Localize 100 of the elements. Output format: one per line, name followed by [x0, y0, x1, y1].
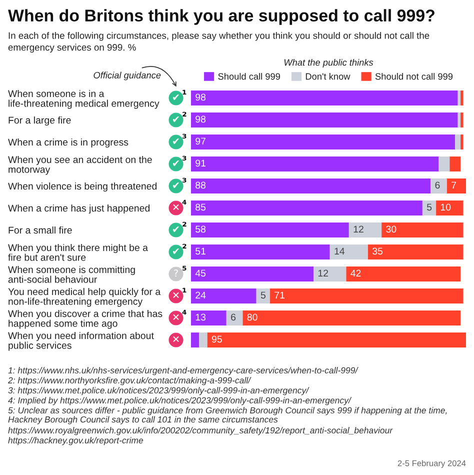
data-label: 13 — [196, 314, 206, 321]
bar — [382, 222, 464, 238]
text: https://www.royalgreenwich.gov.uk/info/200202/community_safety/192/report_anti-social_behaviour — [8, 427, 393, 436]
text: ✕ — [173, 336, 179, 342]
bar — [191, 332, 200, 348]
bar — [446, 178, 466, 194]
bar — [226, 310, 243, 326]
data-label: 58 — [196, 226, 206, 233]
data-label: 7 — [452, 182, 456, 189]
bar — [191, 310, 226, 326]
bar — [199, 332, 208, 348]
data-label: 95 — [212, 336, 222, 343]
data-label: 71 — [274, 292, 284, 299]
data-label: 24 — [196, 292, 206, 299]
y-tick-label: When a crime has just happened — [8, 204, 150, 214]
text: 3: https://www.met.police.uk/notices/2023/999/only-call-999-in-an-emergency/ — [8, 387, 310, 396]
data-label: 51 — [196, 248, 206, 255]
bar — [270, 288, 464, 304]
bar — [460, 90, 464, 106]
bar — [207, 332, 466, 348]
data-label: 6 — [435, 182, 440, 189]
bar — [314, 266, 346, 282]
data-label: 14 — [334, 248, 345, 255]
bar — [460, 112, 464, 128]
data-label: 35 — [372, 248, 383, 255]
text: ✔² — [173, 112, 186, 122]
text: ✔² — [173, 244, 186, 254]
data-label: 5 — [260, 292, 266, 299]
data-label: 42 — [350, 270, 361, 277]
text: 4: Implied by https://www.met.police.uk/notices/2023/999/only-call-999-in-an-emergency/ — [8, 397, 352, 406]
text: https://hackney.gov.uk/report-crime — [8, 437, 144, 446]
y-tick-label: For a large fire — [8, 116, 71, 126]
bar — [191, 134, 456, 150]
y-tick-label: For a small fire — [8, 226, 72, 234]
bar — [460, 134, 464, 150]
y-tick-label: When someone is in a life-threatening medical emergency — [8, 90, 160, 109]
data-label: 91 — [196, 160, 206, 167]
bar — [191, 178, 431, 194]
y-tick-label: When a crime is in progress — [8, 138, 128, 148]
text: 2: https://www.northyorksfire.gov.uk/contact/making-a-999-call/ — [8, 377, 252, 386]
bar — [346, 266, 461, 282]
data-label: 12 — [318, 270, 328, 277]
bar — [330, 244, 368, 260]
chart-title: When do Britons think you are supposed to call 999? — [8, 9, 434, 25]
text: ✔² — [173, 222, 186, 232]
bar — [191, 112, 458, 128]
bar — [438, 156, 450, 172]
bar — [256, 288, 270, 304]
y-tick-label: You need medical help quickly for a non-life-threatening emergency — [8, 288, 161, 307]
text: ✕⁴ — [173, 200, 186, 210]
data-label: 6 — [231, 314, 236, 321]
bar — [191, 156, 439, 172]
bar — [191, 90, 458, 106]
legend-label: Don't know — [306, 72, 350, 80]
bar — [191, 266, 314, 282]
text: 2-5 February 2024 — [398, 460, 466, 468]
data-label: 5 — [426, 204, 432, 211]
bar — [348, 222, 382, 238]
data-label: 97 — [196, 138, 206, 145]
data-label: 85 — [196, 204, 206, 211]
text: ✔³ — [173, 178, 186, 188]
text: ✔¹ — [173, 90, 186, 100]
text: ✕⁴ — [173, 310, 186, 320]
legend-label: Should not call 999 — [375, 72, 453, 80]
y-tick-label: When you see an accident on the motorway — [8, 156, 152, 175]
bar — [191, 222, 349, 238]
data-label: 88 — [196, 182, 206, 189]
legend-label: Should call 999 — [218, 72, 280, 80]
data-label: 45 — [195, 270, 206, 277]
data-label: 80 — [247, 314, 258, 321]
y-tick-label: When you need information about public services — [8, 332, 154, 351]
bar — [242, 310, 461, 326]
chart-subtitle: In each of the following circumstances, please say whether you think you should or should not call the emergency services on 999. % — [8, 32, 430, 53]
y-tick-label: When violence is being threatened — [8, 182, 157, 192]
data-label: 98 — [196, 94, 206, 101]
data-label: 30 — [386, 226, 396, 233]
legend-title: What the public thinks — [284, 58, 374, 68]
bar — [191, 200, 422, 216]
text: ?⁵ — [174, 266, 186, 277]
text: ✔³ — [173, 134, 186, 144]
bar — [455, 134, 461, 150]
data-label: 10 — [440, 204, 451, 211]
bar — [450, 156, 461, 172]
bar — [436, 200, 464, 216]
bar — [422, 200, 436, 216]
y-tick-label: When you discover a crime that has happened some time ago — [8, 310, 162, 329]
text: ✔³ — [173, 156, 186, 166]
bar — [430, 178, 447, 194]
bar — [191, 244, 330, 260]
data-label: 12 — [354, 226, 364, 233]
text: Official guidance — [94, 72, 161, 80]
bar — [458, 90, 461, 106]
bar — [368, 244, 464, 260]
data-label: 98 — [196, 116, 206, 123]
text: ✕¹ — [173, 288, 186, 298]
y-tick-label: When someone is committing anti-social behaviour — [8, 266, 135, 283]
bar — [458, 112, 461, 128]
y-tick-label: When you think there might be a fire but aren't sure — [8, 244, 148, 261]
bar — [191, 288, 256, 304]
text: 1: https://www.nhs.uk/nhs-services/urgent-and-emergency-care-services/when-to-call-999/ — [8, 367, 358, 376]
